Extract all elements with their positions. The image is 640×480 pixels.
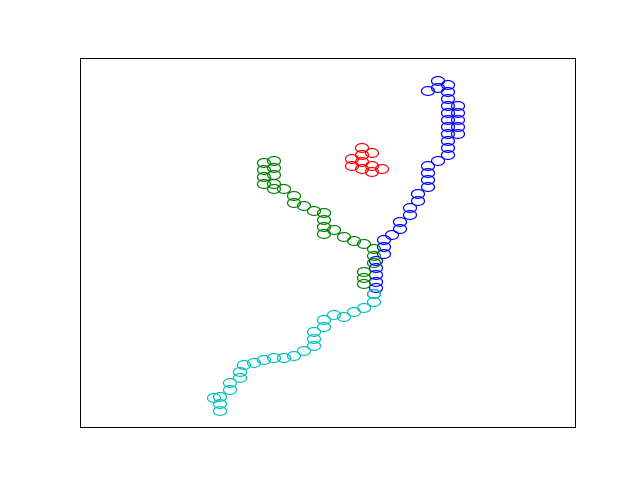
series-0-point-29 [392, 223, 408, 235]
series-2-point-18 [316, 228, 332, 240]
series-0-point-26 [402, 202, 418, 214]
series-1-point-0 [354, 142, 370, 154]
series-2-point-7 [266, 178, 282, 190]
series-1-point-3 [344, 153, 360, 165]
series-2-point-27 [356, 278, 372, 290]
series-0-point-11 [450, 121, 466, 133]
series-0-point-35 [368, 262, 384, 274]
series-0-point-13 [440, 114, 456, 126]
series-0-point-28 [392, 216, 408, 228]
series-0-point-32 [376, 241, 392, 253]
series-0-point-33 [376, 248, 392, 260]
series-2-point-6 [256, 178, 272, 190]
series-2-point-8 [276, 183, 292, 195]
plot-area-frame [80, 58, 576, 428]
series-0-point-20 [420, 160, 436, 172]
series-2-point-12 [296, 200, 312, 212]
series-2-point-10 [286, 190, 302, 202]
series-3-point-21 [222, 384, 238, 396]
series-3-point-17 [236, 359, 252, 371]
series-0-point-24 [410, 188, 426, 200]
series-1-markers [344, 142, 390, 178]
series-1-point-7 [354, 163, 370, 175]
series-3-point-25 [212, 405, 228, 417]
series-1-point-1 [364, 147, 380, 159]
series-1-point-6 [344, 160, 360, 172]
series-3-point-10 [306, 340, 322, 352]
series-0-point-5 [440, 93, 456, 105]
series-2-point-20 [346, 235, 362, 247]
series-3-point-1 [366, 296, 382, 308]
series-2-point-24 [366, 257, 382, 269]
series-1-point-8 [374, 163, 390, 175]
series-0-point-23 [420, 181, 436, 193]
series-2-point-13 [306, 205, 322, 217]
series-2-point-25 [356, 266, 372, 278]
series-3-point-13 [276, 352, 292, 364]
series-0-point-16 [440, 135, 456, 147]
series-0-point-25 [410, 195, 426, 207]
series-2-point-9 [266, 183, 282, 195]
series-0-point-19 [430, 155, 446, 167]
plot-marks [206, 75, 466, 417]
series-3-point-20 [222, 377, 238, 389]
series-2-point-15 [316, 214, 332, 226]
series-0-point-7 [440, 107, 456, 119]
series-2-point-16 [316, 221, 332, 233]
series-1-point-5 [364, 160, 380, 172]
series-3-point-24 [206, 392, 222, 404]
series-2-point-1 [266, 155, 282, 167]
series-0-point-22 [420, 174, 436, 186]
series-3-point-11 [296, 345, 312, 357]
series-3-point-3 [346, 306, 362, 318]
series-3-point-7 [316, 321, 332, 333]
series-2-point-11 [286, 197, 302, 209]
series-3-point-14 [266, 352, 282, 364]
series-0-point-8 [450, 100, 466, 112]
series-0-point-17 [440, 142, 456, 154]
series-3-point-15 [256, 354, 272, 366]
series-2-point-21 [356, 238, 372, 250]
series-2-point-23 [366, 250, 382, 262]
series-3-markers [206, 288, 382, 417]
series-3-point-0 [366, 288, 382, 300]
series-2-point-0 [256, 157, 272, 169]
series-2-point-3 [256, 164, 272, 176]
series-3-point-19 [232, 372, 248, 384]
series-0-point-31 [376, 234, 392, 246]
series-3-point-16 [246, 357, 262, 369]
series-2-point-26 [356, 272, 372, 284]
series-3-point-22 [212, 391, 228, 403]
series-0-point-15 [440, 128, 456, 140]
series-1-point-9 [364, 166, 380, 178]
series-2-point-2 [266, 162, 282, 174]
series-3-point-4 [336, 311, 352, 323]
series-0-point-38 [368, 282, 384, 294]
series-2-markers [256, 155, 382, 290]
series-0-point-27 [402, 209, 418, 221]
series-3-point-18 [232, 366, 248, 378]
series-0-point-4 [440, 86, 456, 98]
series-2-point-22 [366, 243, 382, 255]
series-0-point-9 [450, 107, 466, 119]
series-0-markers [366, 75, 466, 300]
series-0-point-12 [450, 128, 466, 140]
series-0-point-14 [440, 121, 456, 133]
series-0-point-6 [440, 100, 456, 112]
series-0-point-34 [368, 255, 384, 267]
series-2-point-5 [256, 171, 272, 183]
series-0-point-0 [420, 85, 436, 97]
series-0-point-10 [450, 114, 466, 126]
series-0-point-21 [420, 167, 436, 179]
series-3-point-6 [316, 314, 332, 326]
series-3-point-8 [306, 326, 322, 338]
series-3-point-5 [326, 309, 342, 321]
series-0-point-18 [440, 149, 456, 161]
series-3-point-9 [306, 333, 322, 345]
series-0-point-30 [384, 229, 400, 241]
series-2-point-14 [316, 207, 332, 219]
series-3-point-12 [286, 350, 302, 362]
series-0-point-3 [440, 79, 456, 91]
